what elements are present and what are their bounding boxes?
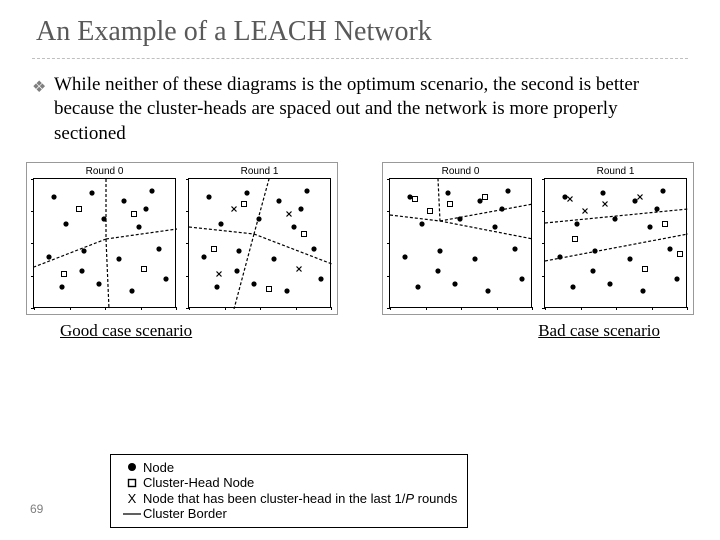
legend-label: Node [143,460,174,476]
bullet-row: ❖ While neither of these diagrams is the… [0,73,720,146]
slide-title: An Example of a LEACH Network [0,0,720,58]
plot-bad-0 [389,178,532,308]
caption-good: Good case scenario [60,321,192,341]
legend-x-suffix: rounds [414,491,457,506]
panel-bad-round1: Round 1 [538,163,693,314]
caption-row: Good case scenario Bad case scenario [0,315,720,341]
panel-title: Round 0 [27,163,182,178]
title-divider [32,58,688,59]
panel-good-round0: Round 0 [27,163,182,314]
panel-title: Round 0 [383,163,538,178]
legend-row-x: X Node that has been cluster-head in the… [121,491,457,507]
border-icon [121,511,143,517]
legend-label: Node that has been cluster-head in the l… [143,491,457,507]
slide-number: 69 [30,502,43,516]
legend-label: Cluster Border [143,506,227,522]
legend-row-border: Cluster Border [121,506,457,522]
node-icon [121,462,143,472]
bullet-text: While neither of these diagrams is the o… [54,73,680,146]
legend-x-prefix: Node that has been cluster-head in the l… [143,491,405,506]
caption-bad: Bad case scenario [538,321,660,341]
legend-x-italic: P [405,491,414,506]
cluster-head-icon [121,478,143,488]
legend: Node Cluster-Head Node X Node that has b… [110,454,468,528]
panel-title: Round 1 [538,163,693,178]
legend-row-node: Node [121,460,457,476]
panel-bad-round0: Round 0 [383,163,538,314]
good-pair: Round 0 Round 1 [26,162,338,315]
bullet-icon: ❖ [32,73,54,146]
panel-title: Round 1 [182,163,337,178]
bad-pair: Round 0 Round 1 [382,162,694,315]
legend-row-head: Cluster-Head Node [121,475,457,491]
plot-good-0 [33,178,176,308]
panel-good-round1: Round 1 [182,163,337,314]
legend-label: Cluster-Head Node [143,475,254,491]
x-icon: X [121,491,143,507]
plot-bad-1 [544,178,687,308]
plot-good-1 [188,178,331,308]
diagram-row: Round 0 Round 1 Round 0 Round 1 [0,146,720,315]
